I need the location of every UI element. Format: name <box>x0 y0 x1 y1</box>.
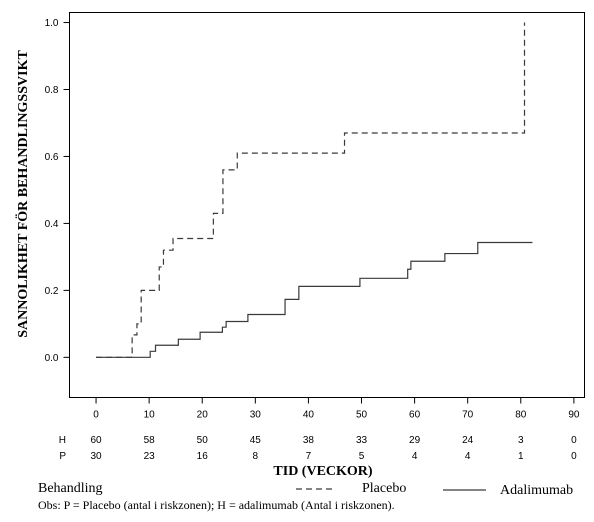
y-axis-title: SANNOLIKHET FÖR BEHANDLINGSSVIKT <box>14 50 31 338</box>
x-tick-label: 80 <box>515 410 527 421</box>
at-risk-count: 58 <box>144 435 156 446</box>
at-risk-count: 29 <box>409 435 421 446</box>
x-tick-label: 0 <box>93 410 99 421</box>
at-risk-count: 24 <box>462 435 474 446</box>
y-tick-label: 0.6 <box>45 152 59 163</box>
y-axis: 0.0 0.2 0.4 0.6 0.8 1.0 <box>45 18 70 364</box>
legend-adalimumab-label: Adalimumab <box>500 483 573 498</box>
at-risk-count: 16 <box>197 451 209 462</box>
at-risk-count: 30 <box>90 451 102 462</box>
x-tick-label: 50 <box>356 410 368 421</box>
at-risk-count: 33 <box>356 435 368 446</box>
legend: Behandling Placebo Adalimumab <box>38 481 573 498</box>
x-tick-label: 90 <box>568 410 580 421</box>
legend-placebo-label: Placebo <box>362 481 406 496</box>
x-tick-label: 10 <box>144 410 156 421</box>
at-risk-count: 60 <box>90 435 102 446</box>
series-line-placebo <box>96 22 526 358</box>
x-axis-title: TID (VECKOR) <box>273 464 373 479</box>
x-axis: 0 10 20 30 40 50 60 70 80 90 <box>93 397 580 421</box>
at-risk-count: 4 <box>465 451 471 462</box>
at-risk-count: 4 <box>412 451 418 462</box>
at-risk-table: H 60 58 50 45 38 33 29 24 3 0P 30 23 16 8 7 5 4 4 1 0 <box>59 435 577 462</box>
footnote: Obs: P = Placebo (antal i riskzonen); H … <box>38 498 395 512</box>
at-risk-count: 0 <box>571 435 577 446</box>
at-risk-count: 3 <box>518 435 524 446</box>
at-risk-count: 0 <box>571 451 577 462</box>
at-risk-count: 1 <box>518 451 524 462</box>
y-tick-label: 0.0 <box>45 353 59 364</box>
series-line-adalimumab <box>96 241 533 358</box>
y-tick-label: 0.8 <box>45 85 59 96</box>
at-risk-row-label: P <box>59 451 66 462</box>
at-risk-count: 7 <box>306 451 312 462</box>
legend-title: Behandling <box>38 481 103 496</box>
plot-series <box>96 22 533 358</box>
at-risk-row-label: H <box>59 435 66 446</box>
at-risk-count: 8 <box>253 451 259 462</box>
y-tick-label: 1.0 <box>45 18 59 29</box>
x-tick-label: 60 <box>409 410 421 421</box>
x-tick-label: 70 <box>462 410 474 421</box>
x-tick-label: 40 <box>303 410 315 421</box>
at-risk-count: 5 <box>359 451 365 462</box>
at-risk-count: 45 <box>250 435 262 446</box>
y-tick-label: 0.2 <box>45 286 59 297</box>
at-risk-count: 38 <box>303 435 315 446</box>
x-tick-label: 20 <box>197 410 209 421</box>
y-tick-label: 0.4 <box>45 219 59 230</box>
x-tick-label: 30 <box>250 410 262 421</box>
at-risk-count: 50 <box>197 435 209 446</box>
plot-frame <box>69 12 585 398</box>
at-risk-count: 23 <box>144 451 156 462</box>
